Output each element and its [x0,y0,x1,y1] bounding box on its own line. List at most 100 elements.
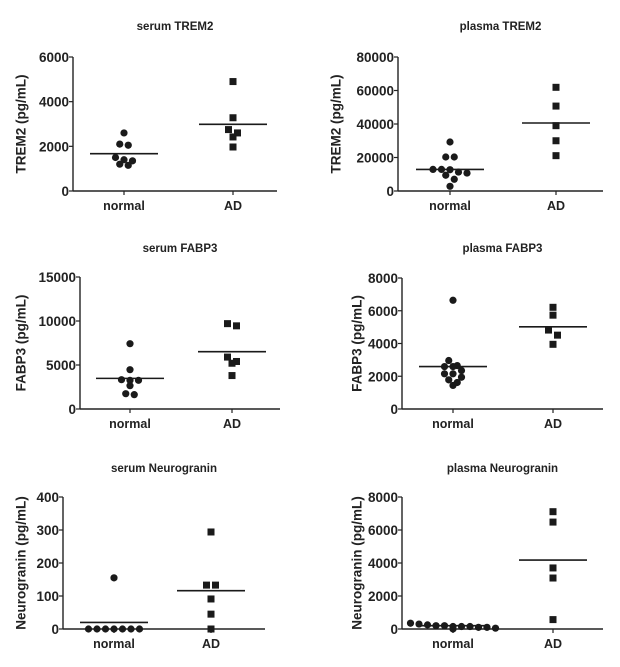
y-axis-label: Neurogranin (pg/mL) [14,496,29,630]
data-point-AD [225,126,232,134]
y-axis-label: TREM2 (pg/mL) [329,75,344,174]
data-point-normal [449,625,457,633]
chart-title: plasma TREM2 [460,21,542,33]
y-tick-label: 100 [36,589,59,604]
y-tick-label: 40000 [356,117,394,132]
data-point-AD [552,102,560,110]
data-point-AD [549,303,557,311]
chart-title: serum TREM2 [137,21,214,33]
data-point-normal [117,376,126,384]
data-point-normal [449,370,457,378]
y-axis-label: FABP3 (pg/mL) [350,295,365,392]
x-tick-label: normal [432,637,474,651]
data-point-normal [457,366,466,375]
data-point-AD [549,616,557,624]
data-point-normal [127,625,135,633]
data-point-AD [203,581,210,589]
data-point-AD [549,574,557,582]
y-tick-label: 15000 [38,270,76,285]
data-point-normal [449,381,457,390]
data-point-normal [442,171,450,179]
y-tick-label: 0 [390,402,398,417]
data-point-normal [491,624,500,632]
y-tick-label: 400 [36,490,59,505]
y-tick-label: 0 [51,622,59,637]
y-tick-label: 0 [61,184,69,199]
data-point-normal [446,182,454,190]
x-tick-label: normal [103,199,145,213]
data-point-normal [450,175,458,183]
y-tick-label: 80000 [356,50,394,65]
data-point-normal [449,296,457,304]
y-tick-label: 20000 [356,151,394,166]
y-tick-label: 10000 [38,314,76,329]
data-point-AD [552,83,560,91]
data-point-AD [229,78,237,86]
chart-title: plasma Neurogranin [447,463,558,475]
data-point-AD [207,610,215,618]
data-point-AD [549,340,557,348]
data-point-normal [457,622,466,631]
y-tick-label: 0 [390,622,398,637]
data-point-normal [126,382,134,390]
y-tick-label: 2000 [368,369,398,384]
data-point-normal [450,153,458,161]
x-tick-label: normal [109,417,151,431]
chart-panel: plasma TREM2 TREM2 (pg/mL) 0 20000 40000 6000… [329,21,603,213]
y-tick-label: 2000 [368,589,398,604]
chart-panel: serum Neurogranin Neurogranin (pg/mL) 0 100… [14,463,265,651]
x-tick-label: AD [223,417,241,431]
y-tick-label: 6000 [368,523,398,538]
data-point-AD [233,322,240,330]
y-tick-label: 8000 [368,271,398,286]
data-point-normal [101,625,110,633]
data-point-normal [454,168,463,176]
data-point-normal [124,141,132,149]
y-tick-label: 2000 [39,139,69,154]
data-point-AD [207,528,215,536]
y-axis-label: Neurogranin (pg/mL) [350,496,365,630]
data-point-normal [415,620,423,628]
data-point-AD [552,137,560,145]
chart-panel: plasma Neurogranin Neurogranin (pg/mL) 0 20… [350,463,603,651]
data-point-AD [234,129,241,137]
x-tick-label: AD [544,417,562,431]
data-point-normal [466,622,474,631]
data-point-AD [207,625,215,633]
data-point-normal [120,156,128,164]
y-tick-label: 4000 [39,95,69,110]
data-point-normal [128,157,137,165]
data-point-AD [228,372,236,380]
x-tick-label: AD [547,199,565,213]
data-point-normal [442,153,450,161]
data-point-AD [229,143,237,151]
y-tick-label: 60000 [356,84,394,99]
data-point-normal [463,169,471,177]
data-point-normal [120,129,128,137]
data-point-normal [445,376,453,384]
data-point-normal [135,625,144,633]
data-point-normal [445,356,453,365]
data-point-normal [440,370,449,378]
y-tick-label: 4000 [368,556,398,571]
y-tick-label: 4000 [368,337,398,352]
data-point-AD [229,114,237,122]
data-point-AD [224,353,231,361]
x-tick-label: normal [429,199,471,213]
chart-title: plasma FABP3 [463,243,543,255]
x-tick-label: normal [432,417,474,431]
data-point-normal [118,625,127,633]
data-point-normal [446,138,454,146]
data-point-normal [111,153,120,162]
data-point-normal [423,621,432,629]
chart-panel: plasma FABP3 FABP3 (pg/mL) 0 2000 4000 6000 80… [350,243,603,431]
data-point-normal [124,161,132,169]
data-point-AD [552,122,560,130]
data-point-normal [126,366,134,374]
y-tick-label: 6000 [368,304,398,319]
data-point-normal [483,623,491,631]
data-point-normal [130,391,138,399]
y-tick-label: 300 [36,523,59,538]
y-tick-label: 8000 [368,490,398,505]
